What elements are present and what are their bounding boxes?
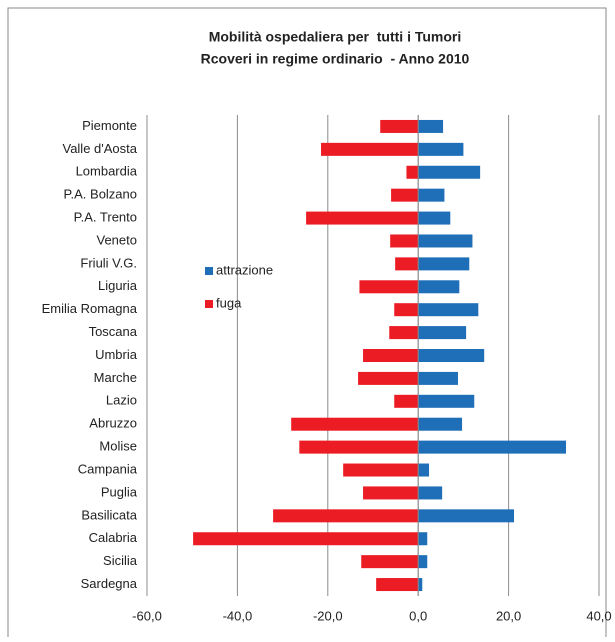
bar bbox=[406, 165, 419, 179]
y-tick-label: Lazio bbox=[106, 393, 137, 408]
bar bbox=[418, 463, 430, 477]
y-tick-label: Sardegna bbox=[81, 576, 138, 591]
bar bbox=[418, 280, 460, 294]
bar bbox=[418, 257, 470, 271]
bar bbox=[394, 394, 419, 408]
legend-label: fuga bbox=[216, 295, 242, 310]
bar bbox=[418, 440, 567, 454]
y-tick-label: Molise bbox=[99, 439, 137, 454]
y-tick-label: Basilicata bbox=[81, 507, 137, 522]
bar bbox=[363, 349, 419, 362]
x-tick-label: 20,0 bbox=[496, 608, 521, 623]
x-tick-label: -40,0 bbox=[223, 608, 253, 623]
bar bbox=[418, 303, 479, 317]
bar bbox=[193, 532, 419, 546]
y-tick-label: Sicilia bbox=[103, 553, 138, 568]
bar bbox=[418, 555, 428, 569]
bar bbox=[358, 371, 419, 385]
bar bbox=[273, 509, 419, 523]
chart-title: Mobilità ospedaliera per tutti i Tumori bbox=[209, 29, 462, 45]
bar bbox=[418, 371, 458, 385]
y-tick-label: P.A. Trento bbox=[74, 210, 137, 225]
bar bbox=[390, 234, 419, 248]
y-tick-label: Valle d'Aosta bbox=[62, 141, 137, 156]
bar bbox=[418, 142, 464, 156]
y-tick-label: Veneto bbox=[97, 232, 138, 247]
bar bbox=[418, 119, 444, 133]
bar bbox=[363, 486, 419, 500]
y-tick-label: Piemonte bbox=[82, 118, 137, 133]
bar bbox=[389, 326, 419, 340]
y-tick-label: Liguria bbox=[98, 278, 138, 293]
y-tick-label: Marche bbox=[94, 370, 137, 385]
bar bbox=[418, 532, 428, 546]
y-tick-label: Friuli V.G. bbox=[80, 255, 137, 270]
x-tick-label: -20,0 bbox=[313, 608, 343, 623]
bar bbox=[418, 486, 443, 500]
y-tick-label: Abruzzo bbox=[89, 416, 137, 431]
x-tick-label: -60,0 bbox=[132, 608, 162, 623]
bar bbox=[376, 578, 419, 592]
bar bbox=[394, 303, 419, 317]
y-tick-label: Toscana bbox=[89, 324, 138, 339]
bar bbox=[418, 234, 473, 248]
chart-subtitle: Rcoveri in regime ordinario - Anno 2010 bbox=[201, 51, 470, 67]
bar bbox=[418, 165, 481, 179]
bar bbox=[418, 394, 475, 408]
x-tick-label: 40,0 bbox=[586, 608, 611, 623]
bar bbox=[291, 417, 419, 431]
y-tick-label: Calabria bbox=[89, 530, 138, 545]
bar bbox=[418, 211, 451, 225]
bar bbox=[361, 555, 419, 569]
bar bbox=[418, 349, 485, 362]
bar bbox=[321, 142, 419, 156]
bar bbox=[359, 280, 419, 294]
bar bbox=[343, 463, 419, 477]
y-tick-label: Umbria bbox=[95, 347, 138, 362]
y-tick-label: Emilia Romagna bbox=[42, 301, 138, 316]
y-tick-label: Puglia bbox=[101, 484, 138, 499]
bar bbox=[418, 417, 463, 431]
bar bbox=[418, 188, 445, 202]
bar bbox=[418, 326, 467, 340]
bar bbox=[306, 211, 419, 225]
bar bbox=[395, 257, 419, 271]
x-tick-label: 0,0 bbox=[409, 608, 427, 623]
legend-label: attrazione bbox=[216, 262, 273, 277]
chart-border bbox=[7, 7, 607, 642]
bar bbox=[418, 578, 423, 592]
y-tick-label: Campania bbox=[78, 461, 138, 476]
y-tick-label: P.A. Bolzano bbox=[64, 187, 137, 202]
bar bbox=[391, 188, 419, 202]
bar bbox=[418, 509, 515, 523]
y-tick-label: Lombardia bbox=[76, 164, 138, 179]
legend-swatch bbox=[205, 267, 213, 275]
legend-swatch bbox=[205, 300, 213, 308]
bar bbox=[380, 119, 419, 133]
bar bbox=[299, 440, 419, 454]
